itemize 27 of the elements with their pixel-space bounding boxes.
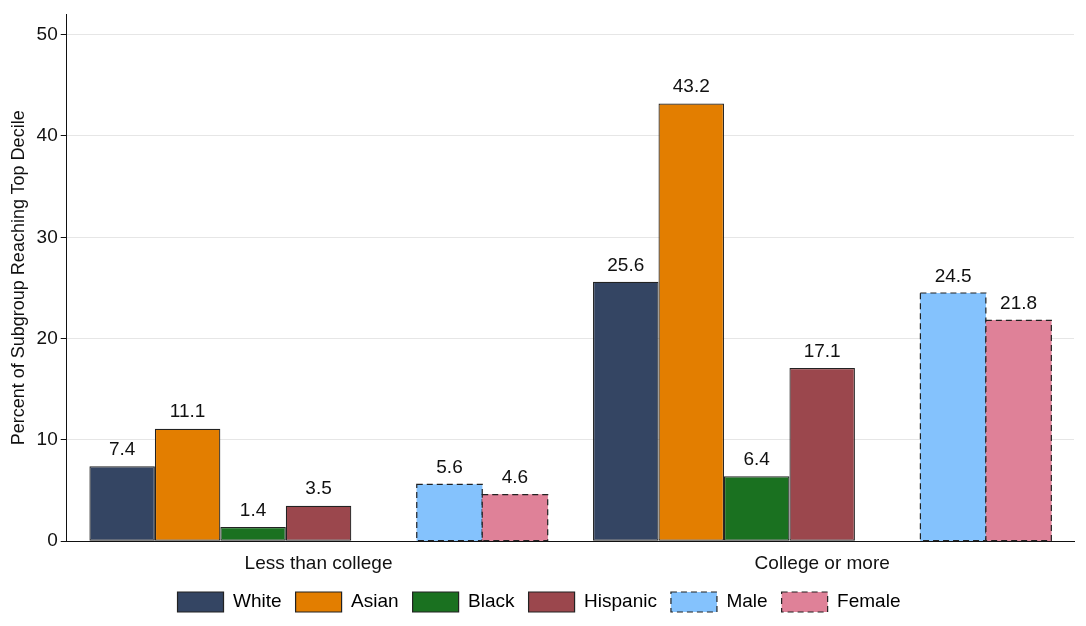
y-tick-label: 20	[36, 326, 58, 348]
data-label: 4.6	[501, 466, 529, 488]
legend-label: White	[233, 590, 282, 612]
data-label: 7.4	[108, 437, 136, 459]
data-label: 25.6	[607, 253, 645, 275]
x-tick-label: College or more	[754, 551, 890, 573]
data-label: 1.4	[239, 498, 267, 520]
data-label: 24.5	[934, 264, 972, 286]
legend-label: Hispanic	[584, 590, 657, 612]
y-tick-label: 40	[36, 124, 58, 146]
legend-label: Female	[837, 590, 901, 612]
data-label: 21.8	[1000, 292, 1038, 314]
x-tick-label: Less than college	[244, 551, 393, 573]
data-label: 3.5	[305, 477, 332, 499]
y-tick-label: 50	[36, 22, 58, 44]
y-tick-label: 10	[36, 428, 58, 450]
data-label: 5.6	[436, 456, 463, 478]
legend-label: Black	[468, 590, 516, 612]
data-label: 17.1	[803, 339, 841, 361]
y-tick-label: 30	[36, 225, 58, 247]
y-tick-label: 0	[47, 529, 58, 551]
data-label: 11.1	[169, 400, 206, 422]
legend-label: Male	[726, 590, 768, 612]
legend-label: Asian	[351, 590, 399, 612]
data-label: 43.2	[672, 75, 710, 97]
y-axis-title: Percent of Subgroup Reaching Top Decile	[7, 110, 28, 446]
data-label: 6.4	[743, 448, 771, 470]
